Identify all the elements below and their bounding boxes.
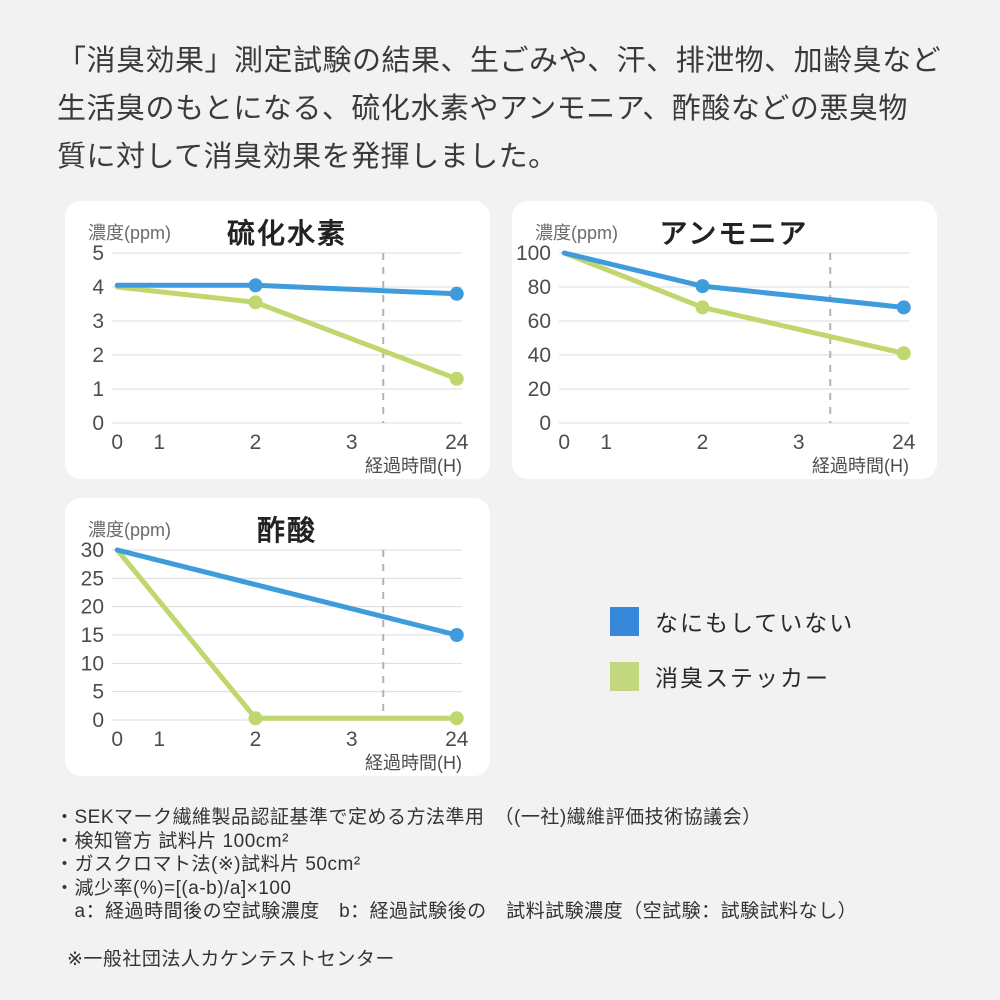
legend-swatch-blue: [610, 606, 639, 636]
x-axis-title: 経過時間(H): [812, 456, 909, 476]
x-tick-label: 24: [892, 431, 916, 454]
y-tick-label: 15: [81, 624, 104, 647]
y-tick-label: 5: [92, 681, 104, 704]
x-tick-label: 0: [558, 431, 570, 454]
x-tick-label: 24: [445, 431, 469, 454]
y-tick-label: 0: [92, 412, 104, 435]
data-point-green: [896, 346, 911, 361]
series-line-blue: [114, 547, 460, 638]
y-tick-label: 0: [539, 412, 551, 435]
y-tick-label: 5: [92, 242, 104, 265]
y-tick-label: 60: [528, 310, 551, 333]
data-point-blue: [248, 278, 263, 293]
chart-title: 硫化水素: [227, 217, 347, 249]
y-tick-label: 2: [92, 344, 104, 367]
data-point-green: [248, 295, 263, 310]
x-tick-label: 3: [346, 431, 358, 454]
intro-text-line-2: 生活臭のもとになる、硫化水素やアンモニア、酢酸などの悪臭物: [57, 93, 908, 125]
x-tick-label: 0: [111, 728, 123, 751]
x-tick-label: 1: [153, 728, 165, 751]
y-tick-label: 10: [81, 652, 104, 675]
y-axis-title: 濃度(ppm): [535, 223, 618, 243]
chart-card-ammonia: 100 80 60 40 20 0 0 1 2 3 24 経過時間(H) 濃度(ppm) アンモニア: [512, 201, 937, 479]
y-tick-label: 25: [81, 567, 104, 590]
chart-title: 酢酸: [257, 515, 317, 546]
y-tick-label: 20: [528, 378, 551, 401]
y-tick-label: 30: [81, 539, 104, 562]
y-tick-label: 1: [92, 378, 104, 401]
y-tick-label: 4: [92, 276, 104, 299]
data-point-blue: [695, 279, 710, 294]
x-tick-label: 3: [793, 431, 805, 454]
data-point-green: [248, 711, 263, 726]
data-point-blue: [449, 628, 464, 642]
y-tick-label: 100: [516, 242, 551, 265]
footnotes: ・SEKマーク繊維製品認証基準で定める方法準用 （(一社)繊維評価技術協議会） …: [55, 806, 857, 971]
x-tick-label: 3: [346, 728, 358, 751]
x-tick-label: 1: [153, 431, 165, 454]
footnote-org: ※一般社団法人カケンテストセンター: [67, 948, 395, 970]
y-tick-label: 80: [528, 276, 551, 299]
footnote-line: a：経過時間後の空試験濃度 b：経過試験後の 試料試験濃度（空試験：試験試料なし…: [55, 901, 858, 922]
series-line-green: [114, 284, 460, 382]
legend-swatch-green: [610, 661, 639, 691]
intro-text: 「消臭効果」測定試験の結果、生ごみや、汗、排泄物、加齢臭など 生活臭のもとになる…: [57, 37, 941, 181]
x-tick-label: 0: [111, 431, 123, 454]
intro-text-line-3: 質に対して消臭効果を発揮しました。: [57, 141, 558, 173]
legend-item-untreated: なにもしていない: [610, 604, 854, 638]
series-line-green: [114, 547, 460, 721]
footnote-line: ・減少率(%)=[(a-b)/a]×100: [55, 877, 292, 899]
y-axis-title: 濃度(ppm): [88, 520, 171, 540]
footnote-line: ・SEKマーク繊維製品認証基準で定める方法準用 （(一社)繊維評価技術協議会）: [55, 807, 762, 828]
series-line-blue: [561, 250, 907, 310]
data-point-green: [695, 300, 710, 315]
data-point-green: [449, 371, 464, 386]
y-tick-label: 3: [92, 310, 104, 333]
x-tick-label: 2: [697, 431, 709, 454]
intro-text-line-1: 「消臭効果」測定試験の結果、生ごみや、汗、排泄物、加齢臭など: [57, 45, 942, 77]
legend-item-sticker: 消臭ステッカー: [610, 659, 854, 693]
y-tick-label: 0: [92, 709, 104, 732]
x-tick-label: 2: [250, 431, 262, 454]
data-point-blue: [449, 286, 464, 301]
footnote-line: ・検知管方 試料片 100cm²: [55, 830, 289, 852]
x-tick-label: 2: [250, 728, 262, 751]
x-tick-label: 24: [445, 728, 469, 751]
legend-label-sticker: 消臭ステッカー: [655, 665, 830, 691]
x-tick-label: 1: [600, 431, 612, 454]
chart-title: アンモニア: [660, 218, 809, 249]
legend-label-untreated: なにもしていない: [655, 610, 855, 636]
chart-card-acetic-acid: 30 25 20 15 10 5 0 0 1 2 3 24 経過時間(H) 濃度(ppm) 酢酸: [65, 498, 490, 776]
chart-card-hydrogen-sulfide: 5 4 3 2 1 0 0 1 2 3 24 経過時間(H) 濃度(ppm) 硫化水素: [65, 201, 490, 479]
x-axis-title: 経過時間(H): [365, 753, 462, 773]
data-point-green: [449, 711, 464, 726]
y-tick-label: 20: [81, 596, 104, 619]
x-axis-title: 経過時間(H): [365, 456, 462, 476]
y-tick-label: 40: [528, 344, 551, 367]
y-axis-title: 濃度(ppm): [88, 223, 171, 243]
footnote-line: ・ガスクロマト法(※)試料片 50cm²: [55, 854, 361, 875]
data-point-blue: [896, 300, 911, 315]
legend: なにもしていない 消臭ステッカー: [610, 604, 854, 714]
